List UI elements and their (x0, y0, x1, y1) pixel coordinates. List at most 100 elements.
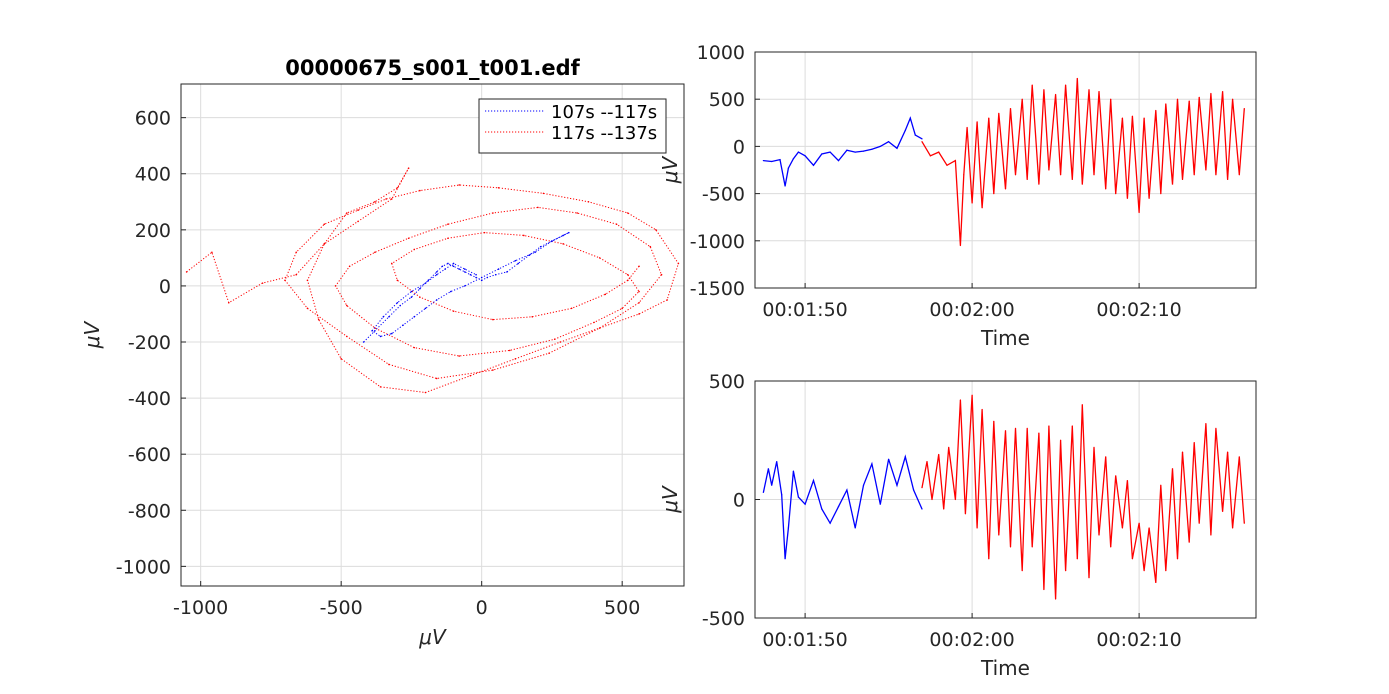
y-tick-label: 600 (135, 108, 171, 130)
ts1-data-point (784, 185, 786, 187)
phase-data-point (348, 265, 351, 268)
ts2-data-point (1071, 425, 1073, 427)
ts1-data-point (862, 150, 865, 152)
phase-data-point (334, 285, 337, 287)
ts2-data-point (1026, 427, 1028, 429)
ts2-data-point (1121, 527, 1123, 529)
ts2-data-point (938, 453, 940, 456)
phase-data-point (424, 282, 427, 284)
ts1-data-point (921, 138, 923, 140)
phase-data-point (385, 198, 387, 200)
ts1-data-point (1021, 98, 1023, 100)
ts1-data-point (1088, 89, 1090, 91)
ts2-data-point (1055, 598, 1057, 600)
ts1-data-point (1188, 100, 1190, 102)
ts2-data-point (888, 458, 890, 460)
ts1-series-group (762, 77, 1245, 247)
ts2-series-line (762, 454, 923, 559)
y-tick-label: 0 (159, 276, 171, 298)
y-tick-label: 400 (135, 164, 171, 186)
ts2-data-point (1143, 570, 1145, 572)
ts2-data-point (1181, 451, 1184, 453)
phase-data-point (562, 243, 564, 245)
phase-data-point (427, 279, 430, 282)
x-tick-label: 0 (476, 597, 488, 619)
ts2-data-point (846, 489, 848, 491)
phase-data-point (534, 251, 536, 254)
ts1-data-point (1004, 188, 1007, 190)
phase-data-point (323, 243, 326, 245)
ts2-data-point (1081, 404, 1083, 406)
ts1-data-point (812, 164, 815, 166)
ts2-data-point (771, 484, 773, 486)
phase-data-point (435, 271, 438, 273)
phase-data-point (306, 279, 309, 282)
phase-data-point (517, 262, 520, 265)
ts2-data-point (959, 399, 962, 401)
ts2-data-point (1004, 430, 1007, 432)
ts1-data-point (1031, 84, 1033, 86)
ts2-data-point (1038, 432, 1040, 434)
x-tick-label: 00:02:10 (1096, 299, 1181, 321)
ts2-data-point (1238, 456, 1240, 458)
phase-data-point (649, 245, 652, 248)
ts1-data-point (871, 148, 873, 150)
ts2-data-point (1232, 527, 1234, 529)
phase-data-point (419, 189, 421, 192)
ts1-data-point (914, 134, 916, 136)
ts1-data-point (954, 159, 957, 162)
ts1-data-point (1176, 98, 1179, 100)
ts1-data-point (779, 159, 781, 161)
ts1-data-point (929, 155, 931, 157)
ts1-data-point (821, 153, 823, 155)
chart-title: 00000675_s001_t001.edf (285, 56, 580, 80)
ts2-data-point (1188, 541, 1190, 543)
phase-data-point (553, 338, 556, 341)
ts1-data-point (1171, 183, 1174, 185)
ts2-data-point (1210, 534, 1212, 536)
ts1-data-point (1093, 174, 1095, 176)
ts2-data-point (1115, 475, 1117, 477)
ts1-data-point (837, 159, 840, 162)
phase-data-point (497, 268, 500, 270)
phase-series-line (363, 232, 570, 343)
phase-data-point (382, 315, 385, 318)
ts2-data-point (1193, 442, 1195, 444)
phase-data-point (548, 352, 550, 355)
phase-data-point (666, 299, 668, 301)
phase-data-point (396, 301, 399, 304)
ts1-series-line (921, 78, 1245, 246)
ts1-data-point (762, 159, 764, 162)
ts2-data-point (1148, 527, 1150, 529)
ts1-data-point (1026, 178, 1028, 181)
phase-data-point (323, 223, 326, 226)
ts1-data-point (1065, 84, 1067, 86)
phase-data-point (452, 262, 455, 265)
phase-data-point (374, 329, 376, 332)
ts2-data-point (762, 491, 764, 493)
ts2-data-point (1021, 570, 1023, 572)
phase-data-point (492, 318, 494, 321)
ts2-data-point (1165, 570, 1167, 572)
phase-data-point (539, 245, 542, 248)
phase-data-point (638, 290, 640, 293)
x-axis-label: μV (418, 625, 447, 649)
ts1-data-point (1038, 183, 1040, 185)
ts2-data-point (792, 470, 795, 472)
ts2-data-point (1048, 425, 1050, 427)
phase-data-point (357, 220, 359, 223)
ts2-data-point (1009, 546, 1012, 548)
phase-data-point (480, 279, 483, 282)
phase-data-point (390, 198, 393, 200)
phase-data-point (447, 262, 449, 265)
phase-data-point (419, 287, 421, 290)
phase-data-point (615, 223, 618, 226)
ts1-data-point (1243, 108, 1245, 110)
y-tick-label: 1000 (697, 42, 745, 64)
phase-data-point (514, 259, 517, 262)
ts2-data-point (921, 508, 923, 510)
ts1-data-point (1105, 188, 1107, 190)
ts2-data-point (1088, 577, 1090, 579)
phase-data-point (402, 324, 404, 326)
ts2-data-point (1126, 479, 1129, 482)
